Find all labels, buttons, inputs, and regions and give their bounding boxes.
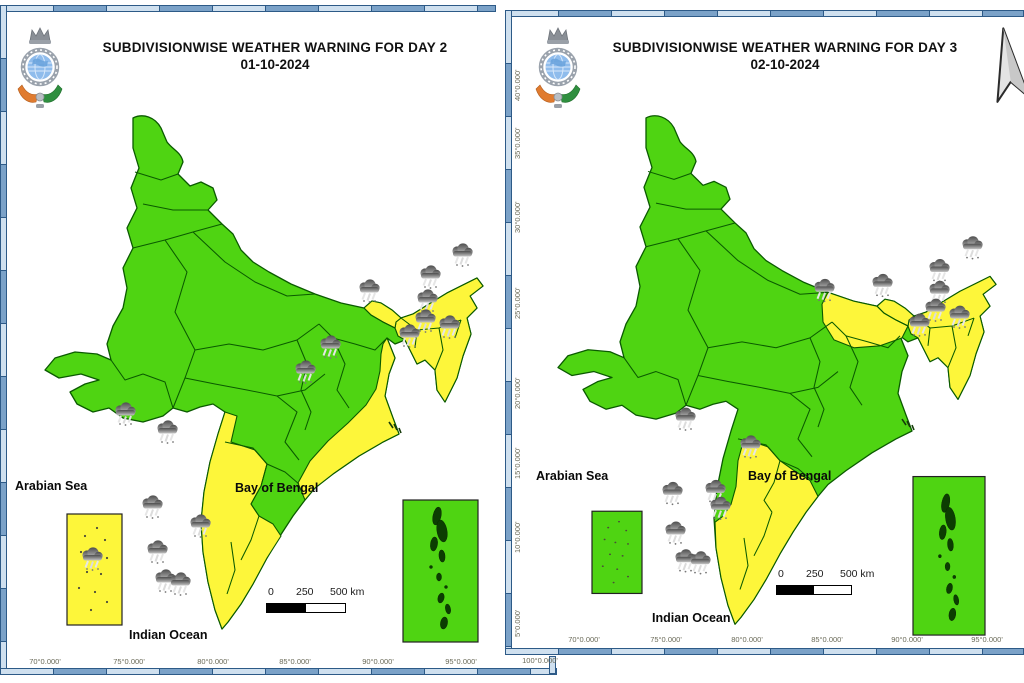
right-lat-tick: 40°0.000' (513, 69, 522, 101)
scale-bar-graphic (266, 603, 346, 613)
left-arabian-sea-label: Arabian Sea (15, 479, 88, 493)
right-scale-bar: 0 250 500 km (770, 568, 890, 598)
right-panel: SUBDIVISIONWISE WEATHER WARNING FOR DAY … (505, 10, 1024, 655)
right-lat-tick: 30°0.000' (513, 201, 522, 233)
right-lon-tick: 75°0.000' (650, 635, 682, 644)
scale-mid: 250 (296, 586, 314, 598)
left-lon-tick: 75°0.000' (113, 657, 145, 666)
scale-zero: 0 (778, 568, 784, 580)
north-arrow-icon (996, 27, 1024, 103)
left-frame-corner-cap (549, 656, 556, 674)
left-lon-tick: 100°0.000' (522, 656, 558, 665)
scale-mid: 250 (806, 568, 824, 580)
scale-zero: 0 (268, 586, 274, 598)
india-map-day3 (557, 115, 997, 636)
left-lon-tick: 90°0.000' (362, 657, 394, 666)
right-lon-tick: 80°0.000' (731, 635, 763, 644)
left-frame-bottom-border (0, 668, 557, 675)
right-frame-top-border (505, 10, 1024, 17)
left-lon-tick: 80°0.000' (197, 657, 229, 666)
right-title-line1: SUBDIVISIONWISE WEATHER WARNING FOR DAY … (612, 40, 958, 55)
left-indian-ocean-label: Indian Ocean (129, 628, 208, 642)
right-arabian-sea-label: Arabian Sea (536, 469, 609, 483)
scale-end: 500 km (330, 586, 365, 598)
right-bay-of-bengal-label: Bay of Bengal (748, 469, 832, 483)
left-lon-tick: 70°0.000' (29, 657, 61, 666)
right-lon-tick: 90°0.000' (891, 635, 923, 644)
right-lon-tick: 95°0.000' (971, 635, 1003, 644)
right-lat-tick: 35°0.000' (513, 127, 522, 159)
right-frame-bottom-border (505, 648, 1024, 655)
ganges-delta-marks (388, 421, 402, 434)
right-title-date: 02-10-2024 (750, 57, 820, 72)
left-lon-tick: 85°0.000' (279, 657, 311, 666)
left-title-line1: SUBDIVISIONWISE WEATHER WARNING FOR DAY … (102, 40, 448, 55)
right-lat-tick: 10°0.000' (513, 521, 522, 553)
right-lat-tick: 20°0.000' (513, 377, 522, 409)
lakshadweep-inset-box (66, 513, 123, 626)
right-lon-tick: 70°0.000' (568, 635, 600, 644)
left-title-date: 01-10-2024 (240, 57, 310, 72)
left-frame-top-border (0, 5, 496, 12)
right-lat-tick: 15°0.000' (513, 447, 522, 479)
india-map-day2 (44, 115, 484, 643)
scale-end: 500 km (840, 568, 875, 580)
right-frame-left-border (505, 10, 512, 655)
right-lat-tick: 5°0.000' (513, 609, 522, 637)
left-scale-bar: 0 250 500 km (260, 586, 380, 616)
left-lon-tick: 95°0.000' (445, 657, 477, 666)
left-frame-left-border (0, 5, 7, 674)
lakshadweep-inset-box (591, 510, 643, 595)
right-lat-tick: 25°0.000' (513, 287, 522, 319)
right-lon-tick: 85°0.000' (811, 635, 843, 644)
right-indian-ocean-label: Indian Ocean (652, 611, 731, 625)
left-bay-of-bengal-label: Bay of Bengal (235, 481, 319, 495)
scale-bar-graphic (776, 585, 852, 595)
left-map-title: SUBDIVISIONWISE WEATHER WARNING FOR DAY … (40, 40, 510, 72)
ganges-delta-marks (901, 418, 915, 431)
right-map-title: SUBDIVISIONWISE WEATHER WARNING FOR DAY … (565, 40, 1005, 72)
